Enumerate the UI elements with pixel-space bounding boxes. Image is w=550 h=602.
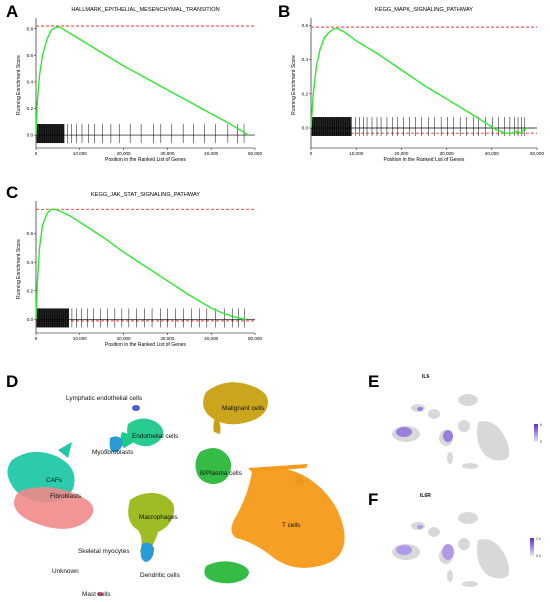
gsea-a-xlabel: Position in the Ranked List of Genes (105, 157, 186, 163)
panel-label-a: A (6, 2, 19, 21)
gsea-c-ytick-label: 0.0 (27, 317, 34, 322)
feature-umap-il6 (392, 394, 510, 469)
panel-label-e: E (368, 372, 380, 391)
gsea-b-enrichment-curve (310, 28, 529, 134)
legend-tick-il6-6: 6 (540, 423, 542, 427)
gsea-c-enrichment-curve (35, 208, 247, 321)
gsea-c-ytick-label: 0.2 (27, 288, 34, 293)
gsea-b-ytick-label: 0.6 (302, 23, 309, 28)
gsea-chart-a: HALLMARK_EPITHELIAL_MESENCHYMAL_TRANSITI… (16, 7, 262, 163)
gsea-a-ytick-label: 0.4 (27, 79, 34, 84)
legend-tick-il6r-0: 0.0 (536, 554, 541, 558)
gsea-c-ytick-label: 0.6 (27, 231, 34, 236)
gsea-a-xtick-label: 50,000 (248, 151, 262, 156)
cluster-malignant (203, 382, 268, 425)
umap-plot: Lymphatic endothelial cells Endothelial … (7, 382, 345, 598)
gsea-c-xtick-label: 0 (35, 336, 38, 341)
legend-tick-il6-0: 0 (540, 440, 542, 444)
cluster-green-lower (204, 561, 249, 584)
label-mast: Mast cells (82, 591, 110, 598)
feature-title-il6: IL6 (422, 374, 429, 380)
cluster-myofibroblasts (109, 436, 123, 453)
gsea-c-xtick-label: 10,000 (73, 336, 87, 341)
gsea-c-xtick-label: 50,000 (248, 336, 262, 341)
label-skeletal-myocytes: Skeletal myocytes (78, 548, 130, 555)
label-dendritic: Dendritic cells (140, 572, 180, 579)
gsea-c-xtick-label: 40,000 (204, 336, 218, 341)
gsea-b-ylabel: Running Enrichment Score (291, 55, 297, 115)
cluster-endothelial (127, 418, 164, 447)
cluster-dendritic (140, 542, 154, 562)
gsea-b-ytick-label: 0.4 (302, 57, 309, 62)
gsea-c-ylabel: Running Enrichment Score (16, 239, 22, 299)
panel-label-b: B (278, 2, 291, 21)
cluster-fibroblasts (14, 487, 94, 529)
feature-expression-il6 (396, 407, 453, 442)
label-macrophages: Macrophages (139, 514, 178, 521)
label-unknown: Unknown (52, 568, 79, 575)
feature-plot-il6r: IL6R 2.0 0.0 (392, 493, 541, 587)
gsea-c-xtick-label: 30,000 (160, 336, 174, 341)
gsea-a-xtick-label: 20,000 (117, 151, 131, 156)
gsea-b-xtick-label: 0 (310, 151, 313, 156)
gsea-b-title: KEGG_MAPK_SIGNALING_PATHWAY (375, 7, 473, 13)
gsea-a-ylabel: Running Enrichment Score (16, 55, 22, 115)
cluster-mast (97, 592, 103, 596)
legend-bar-il6 (534, 424, 538, 442)
gsea-b-ytick-label: 0.0 (302, 126, 309, 131)
label-fibroblasts: Fibroblasts (50, 493, 81, 500)
gsea-a-xtick-label: 0 (35, 151, 38, 156)
label-b-plasma: B/Plasma cells (200, 470, 242, 477)
gsea-a-xtick-label: 10,000 (73, 151, 87, 156)
legend-bar-il6r (530, 538, 534, 556)
cluster-lymphatic-endothelial (132, 405, 140, 411)
panel-label-f: F (368, 490, 379, 509)
gsea-a-ytick-label: 0.2 (27, 106, 34, 111)
gsea-a-title: HALLMARK_EPITHELIAL_MESENCHYMAL_TRANSITI… (71, 7, 219, 13)
gsea-b-xtick-label: 30,000 (440, 151, 454, 156)
gsea-c-xlabel: Position in the Ranked List of Genes (105, 342, 186, 348)
gsea-c-xtick-label: 20,000 (117, 336, 131, 341)
label-t-cells: T cells (282, 522, 300, 529)
cluster-endothelial-arm (120, 432, 134, 448)
cluster-macrophages (128, 492, 175, 554)
gsea-b-xtick-label: 20,000 (394, 151, 408, 156)
label-cafs: CAFs (46, 477, 62, 484)
label-endothelial: Endothelial cells (132, 433, 178, 440)
label-malignant: Malignant cells (222, 405, 264, 412)
cluster-b-plasma (195, 448, 232, 484)
label-myofibroblasts: Myofibroblasts (92, 449, 133, 456)
label-lymphatic: Lymphatic endothelial cells (66, 395, 142, 402)
gsea-a-ytick-label: 0.0 (27, 133, 34, 138)
cluster-malignant-tail (213, 416, 221, 434)
gsea-b-xlabel: Position in the Ranked List of Genes (384, 157, 465, 163)
cluster-t-cells-arm (248, 464, 308, 472)
gsea-b-ytick-label: 0.2 (302, 91, 309, 96)
gsea-chart-c: KEGG_JAK_STAT_SIGNALING_PATHWAY 0.0 0.2 0.4… (16, 192, 262, 348)
gsea-a-enrichment-curve (35, 26, 249, 136)
gsea-chart-b: KEGG_MAPK_SIGNALING_PATHWAY 0.0 0.2 0.4 0.6 0… (291, 7, 544, 163)
feature-title-il6r: IL6R (420, 493, 431, 499)
gsea-a-ytick-label: 0.6 (27, 53, 34, 58)
gsea-c-ytick-label: 0.4 (27, 260, 34, 265)
gsea-a-xtick-label: 30,000 (160, 151, 174, 156)
gsea-b-xtick-label: 40,000 (485, 151, 499, 156)
gsea-a-ytick-label: 0.8 (27, 26, 34, 31)
cluster-cafs-spike (58, 442, 72, 458)
gsea-b-xtick-label: 10,000 (349, 151, 363, 156)
feature-expression-il6r (396, 525, 454, 560)
legend-tick-il6r-2: 2.0 (536, 537, 541, 541)
panel-label-d: D (6, 372, 19, 391)
panel-label-c: C (6, 183, 19, 202)
gsea-a-xtick-label: 40,000 (204, 151, 218, 156)
gsea-b-xtick-label: 50,000 (530, 151, 544, 156)
gsea-c-title: KEGG_JAK_STAT_SIGNALING_PATHWAY (91, 192, 200, 198)
feature-plot-il6: IL6 6 0 (392, 374, 542, 469)
cluster-t-cells (231, 468, 345, 568)
